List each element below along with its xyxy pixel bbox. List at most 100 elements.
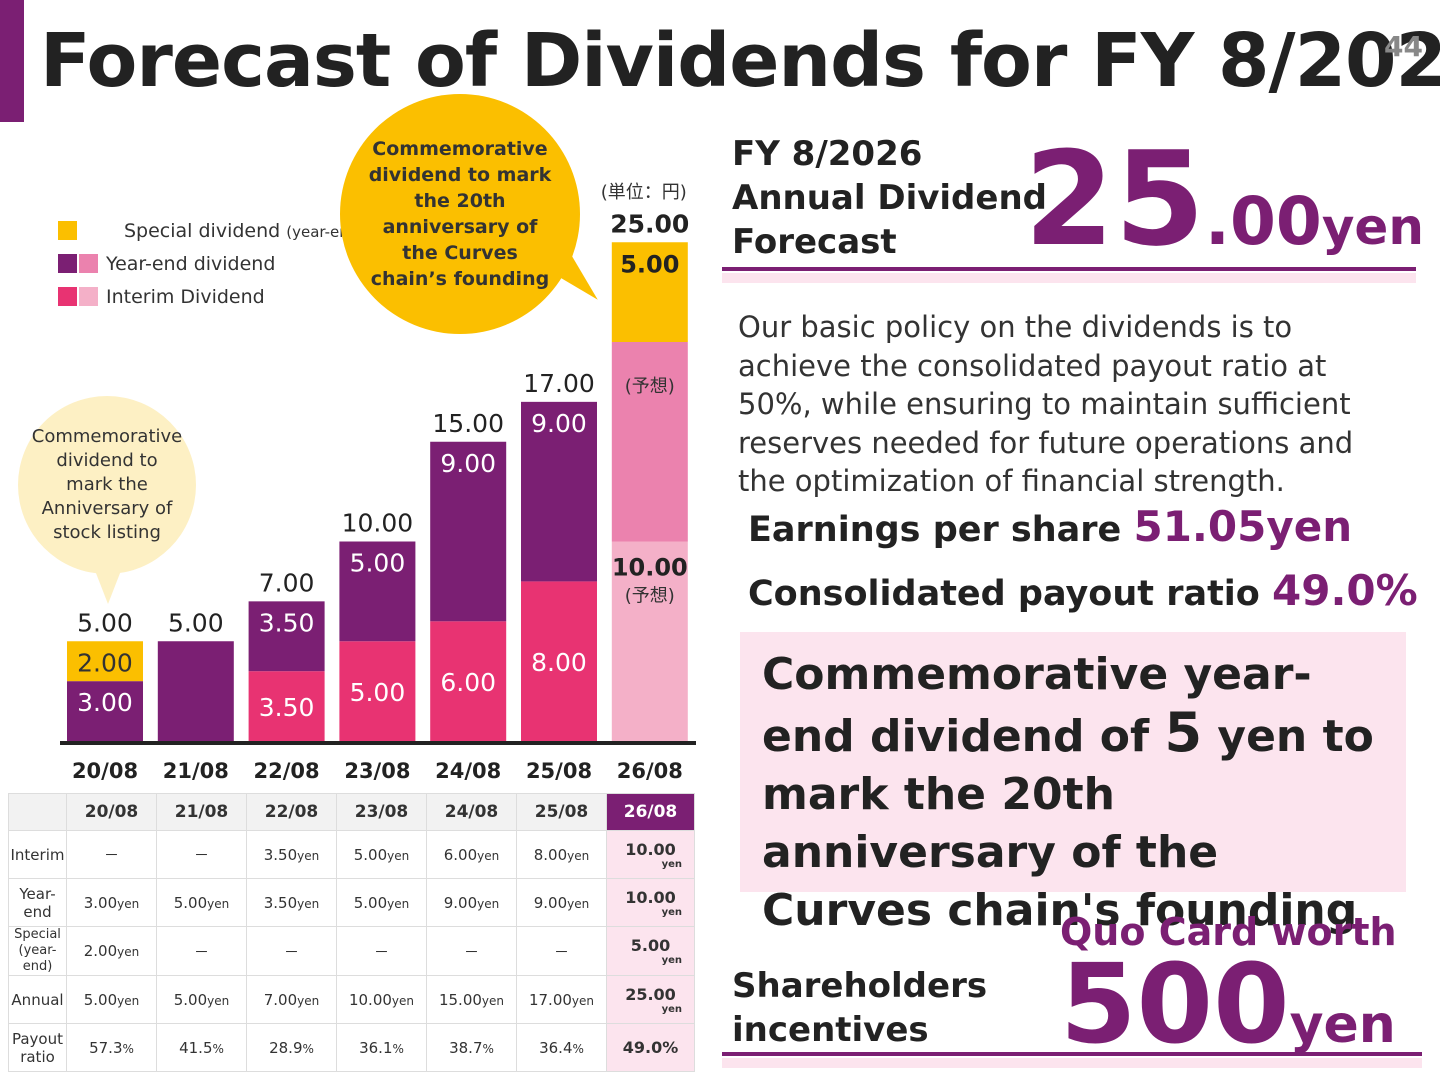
forecast-amount-unit: yen — [1321, 198, 1424, 256]
table-cell: 3.00yen — [66, 878, 157, 927]
bar-value-label: 3.50 — [259, 693, 315, 722]
bottom-rule-shadow — [722, 1058, 1422, 1068]
table-cell-unit: % — [482, 1041, 494, 1056]
bar-segment-22/08-1 — [248, 601, 325, 672]
bar-value-label: 5.00 — [350, 678, 406, 707]
table-cell-value: 10.00 — [625, 887, 676, 907]
table-header-cell: 25/08 — [516, 793, 607, 831]
callout-listing-tail — [94, 568, 122, 604]
table-cell-unit: yen — [481, 993, 505, 1008]
table-row: Payout ratio 57.3% 41.5% 28.9% 36.1% 38.7% 36.4… — [8, 1023, 695, 1072]
eps-value: 51.05yen — [1133, 502, 1353, 551]
table-row-label: Interim — [8, 830, 67, 879]
bar-segment-21/08-1 — [157, 641, 234, 741]
bar-segment-24/08-1 — [430, 441, 507, 622]
table-cell: － — [246, 926, 337, 976]
table-cell-unit: yen — [117, 945, 140, 959]
table-cell: － — [426, 926, 517, 976]
bar-segment-23/08-0 — [339, 641, 416, 741]
x-tick-label: 21/08 — [163, 759, 229, 783]
table-row-label: Special (year-end) — [8, 926, 67, 976]
commemorative-part2: yen to mark the 20th anniversary of the … — [762, 711, 1374, 936]
table-cell: － — [156, 926, 247, 976]
bar-value-label: 6.00 — [440, 668, 496, 697]
table-cell: 7.00yen — [246, 975, 337, 1024]
forecast-amount: 25.00yen — [1024, 124, 1424, 274]
payout-line: Consolidated payout ratio 49.0% — [748, 566, 1418, 615]
table-body: Interim －－ 3.50yen 5.00yen 6.00yen 8.00yen 10.… — [8, 830, 695, 1072]
table-row: Annual 5.00yen 5.00yen 7.00yen 10.00yen 15.00… — [8, 975, 695, 1024]
table-cell: 5.00yen — [66, 975, 157, 1024]
table-cell: 36.1% — [336, 1023, 427, 1072]
bar-value-label: 9.00 — [440, 449, 496, 478]
table-cell: 5.00yen — [156, 975, 247, 1024]
x-tick-label: 25/08 — [526, 759, 592, 783]
table-cell-value: 10.00 — [625, 839, 676, 859]
table-cell: 8.00yen — [516, 830, 607, 879]
bar-value-label: 2.00 — [77, 648, 133, 677]
callout-listing-anniversary: Commemorative dividend to mark the Anniv… — [18, 396, 196, 574]
table-row: Year-end 3.00yen 5.00yen 3.50yen 5.00yen 9.00… — [8, 878, 695, 927]
legend-item-special: Special dividend (year-end) — [58, 214, 364, 247]
dividend-bar-chart: 3.00 2.00 5.00 20/08 5.00 21/08 3.50 3.50 7.00 22… — [60, 182, 696, 783]
bar-value-label: 9.00 — [531, 409, 587, 438]
eps-line: Earnings per share 51.05yen — [748, 502, 1352, 551]
table-cell-value: 49.0% — [622, 1037, 679, 1057]
bar-value-label: 8.00 — [531, 648, 587, 677]
table-cell: 5.00yen — [156, 878, 247, 927]
table-header-cell: 21/08 — [156, 793, 247, 831]
table-cell: 57.3% — [66, 1023, 157, 1072]
table-cell: 41.5% — [156, 1023, 247, 1072]
page-number: 44 — [1384, 30, 1423, 63]
bar-segment-20/08-1 — [67, 681, 143, 741]
quo-card-amount-value: 500 — [1060, 940, 1290, 1068]
table-cell-unit: yen — [117, 993, 140, 1008]
bar-total-label: 15.00 — [432, 409, 504, 438]
forecast-amount-int: 25 — [1024, 123, 1205, 275]
bar-total-label: 10.00 — [342, 509, 414, 538]
bar-segment-26/08-0 — [611, 541, 688, 741]
bar-value-label: 3.00 — [77, 688, 133, 717]
table-header-cell: 26/08 — [606, 793, 695, 831]
chart-legend: Special dividend (year-end) Year-end div… — [58, 214, 364, 313]
table-cell: 28.9% — [246, 1023, 337, 1072]
legend-label-special: Special dividend — [124, 219, 281, 242]
table-cell: 10.00yen — [336, 975, 427, 1024]
table-cell: 38.7% — [426, 1023, 517, 1072]
legend-swatch-yearend — [58, 254, 77, 273]
bar-total-label: 5.00 — [77, 608, 133, 637]
table-cell-unit: yen — [567, 848, 590, 863]
legend-item-interim: Interim Dividend — [58, 280, 364, 313]
table-cell-unit: yen — [661, 858, 682, 870]
table-cell: 36.4% — [516, 1023, 607, 1072]
incentives-label-line2: incentives — [732, 1010, 929, 1050]
table-cell: 25.00 yen — [606, 975, 695, 1024]
x-tick-label: 24/08 — [435, 759, 501, 783]
table-cell: 15.00yen — [426, 975, 517, 1024]
bottom-rule — [722, 1052, 1422, 1056]
x-tick-label: 20/08 — [72, 759, 138, 783]
table-cell: 9.00yen — [426, 878, 517, 927]
title-accent-bar — [0, 0, 24, 122]
legend-swatch-special — [58, 221, 77, 240]
table-cell: 5.00yen — [336, 878, 427, 927]
table-header-cell — [8, 793, 67, 831]
table-header-cell: 22/08 — [246, 793, 337, 831]
bar-segment-24/08-0 — [430, 621, 507, 741]
table-cell-unit: yen — [207, 896, 230, 911]
table-row: Special (year-end) 2.00yen －－－－－ 5.00 yen — [8, 926, 695, 976]
forecast-label-line3: Forecast — [732, 222, 897, 262]
table-cell: 3.50yen — [246, 878, 337, 927]
forecast-label-line1: FY 8/2026 — [732, 134, 923, 174]
commemorative-amount: 5 — [1164, 701, 1203, 764]
dividend-table: 20/08 21/08 22/08 23/08 24/08 25/08 26/08 Inte… — [8, 793, 695, 1072]
table-cell-unit: yen — [661, 955, 682, 966]
table-cell-value: 5.00 — [630, 936, 671, 955]
quo-card-label: Quo Card worth — [1060, 910, 1397, 954]
table-cell: － — [336, 926, 427, 976]
bar-total-label: 7.00 — [259, 568, 315, 597]
table-cell-unit: yen — [571, 993, 595, 1008]
forecast-label: FY 8/2026 Annual Dividend Forecast — [732, 132, 1047, 264]
table-cell-unit: % — [392, 1041, 404, 1056]
